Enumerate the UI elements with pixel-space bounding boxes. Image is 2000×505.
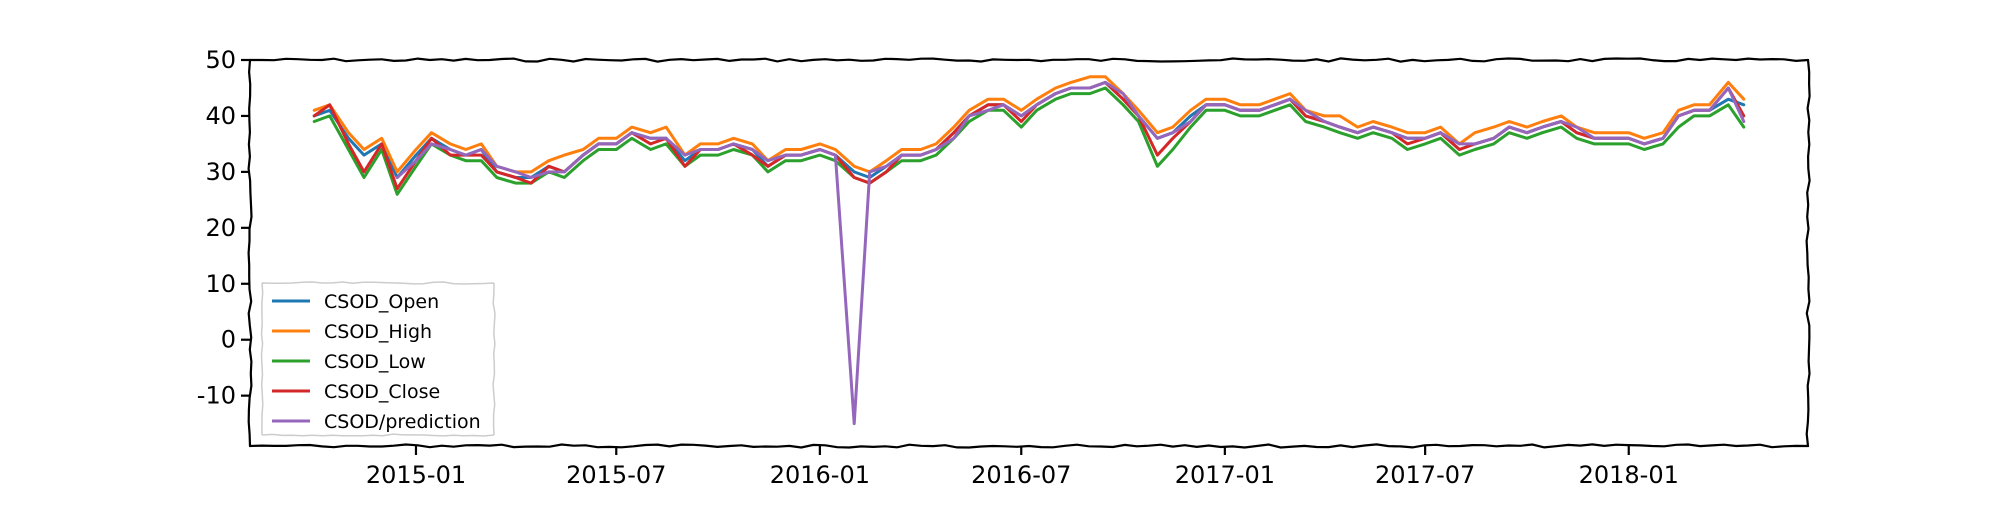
axis-spine-left [247, 58, 253, 448]
y-tick-label: 20 [205, 214, 236, 242]
legend-label-csod-prediction: CSOD/prediction [324, 411, 481, 433]
y-tick-label: 40 [205, 102, 236, 130]
x-tick-label: 2018-01 [1579, 461, 1679, 489]
y-tick-label: 50 [205, 46, 236, 74]
y-tick-label: 10 [205, 270, 236, 298]
legend-label-csod-open: CSOD_Open [324, 291, 439, 313]
y-tick-label: -10 [197, 382, 236, 410]
y-tick-label: 0 [221, 326, 236, 354]
x-tick-label: 2016-07 [971, 461, 1071, 489]
x-tick-label: 2017-07 [1375, 461, 1475, 489]
axis-spine-top [248, 57, 1810, 63]
x-tick-label: 2017-01 [1175, 461, 1275, 489]
x-tick-label: 2016-01 [770, 461, 870, 489]
series-line-csod-prediction [395, 80, 1746, 426]
series-layer [312, 75, 1746, 426]
axis-ticks: 50 40 30 20 10 0 -10 2015-01 2015-07 2016-01 2016-… [197, 46, 1679, 489]
x-tick-label: 2015-01 [366, 461, 466, 489]
series-line-csod-open [312, 80, 1746, 179]
x-tick-label: 2015-07 [566, 461, 666, 489]
legend: CSOD_Open CSOD_High CSOD_Low CSOD_Close CSOD… [260, 281, 496, 437]
axes-frame [247, 57, 1811, 449]
legend-label-csod-low: CSOD_Low [324, 351, 426, 373]
series-line-csod-high [312, 75, 1746, 174]
axis-spine-right [1805, 58, 1811, 448]
legend-box [260, 281, 496, 437]
axis-spine-bottom [248, 443, 1810, 449]
y-tick-label: 30 [205, 158, 236, 186]
legend-label-csod-close: CSOD_Close [324, 381, 440, 403]
legend-label-csod-high: CSOD_High [324, 321, 432, 343]
